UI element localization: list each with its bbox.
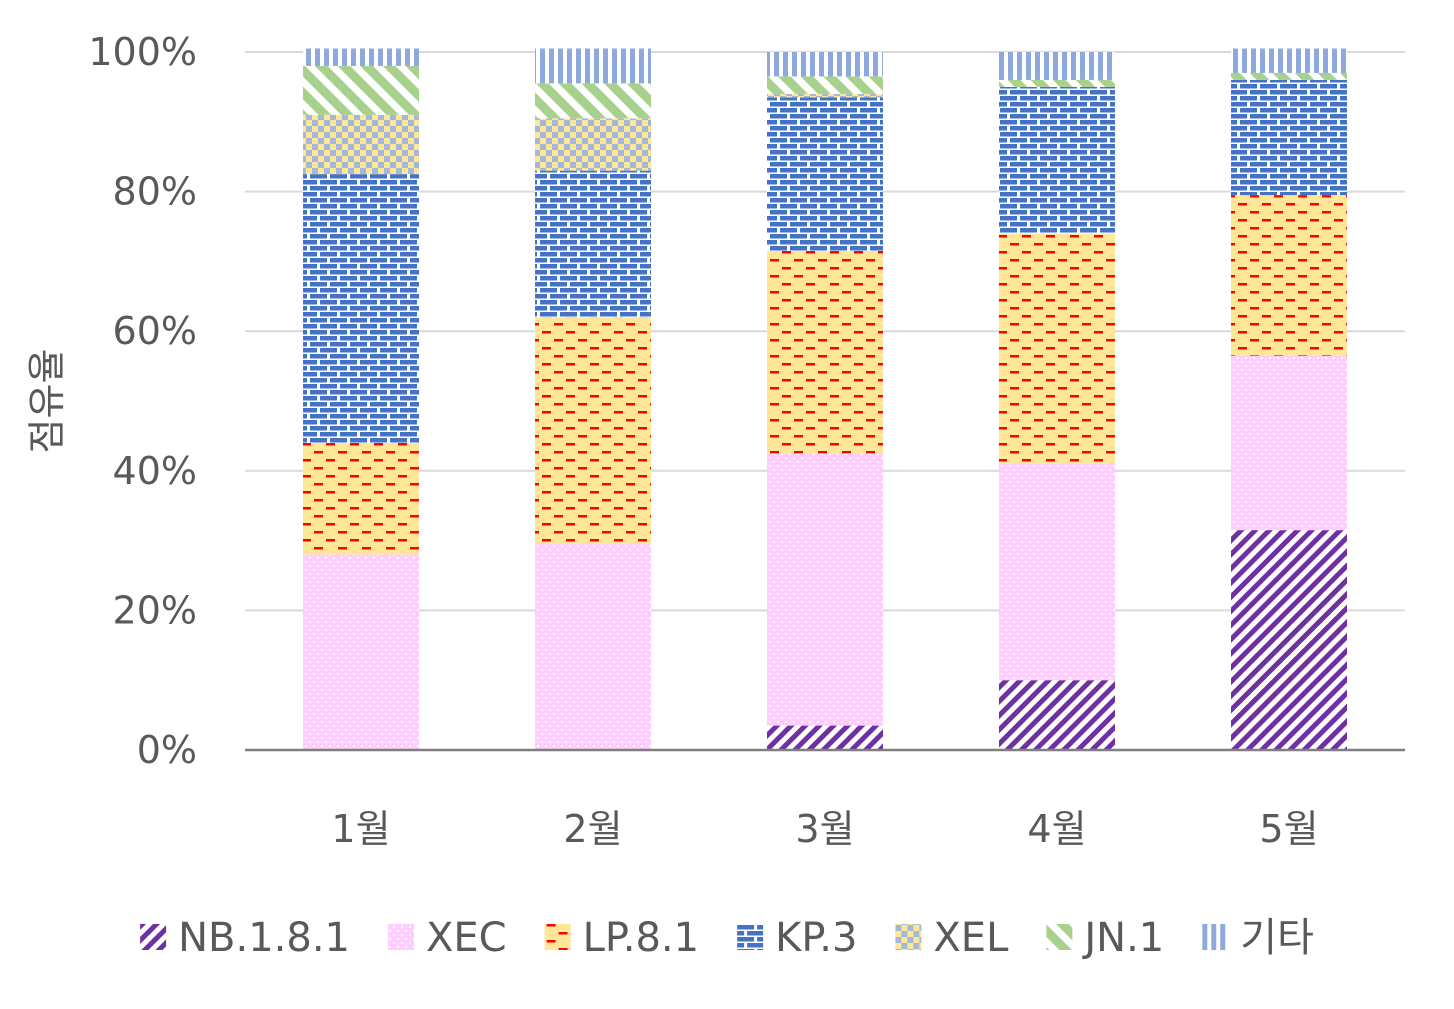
- legend-swatch: [544, 924, 571, 950]
- bar-segment---2: [535, 48, 651, 84]
- x-tick-label: 4월: [1027, 807, 1086, 851]
- bar-segment-nb-1-8-1-3: [767, 725, 883, 750]
- legend-item: NB.1.8.1: [140, 915, 350, 961]
- legend-label: JN.1: [1081, 915, 1164, 961]
- y-tick-label: 80%: [113, 170, 197, 214]
- bar-segment-lp-8-1-2: [535, 317, 651, 545]
- bar-segment-nb-1-8-1-4: [999, 680, 1115, 750]
- x-tick-label: 5월: [1259, 807, 1318, 851]
- legend-item: XEC: [387, 915, 507, 961]
- bar-segment-jn-1-4: [999, 79, 1115, 87]
- bar-segment-xec-3: [767, 453, 883, 726]
- legend-swatch: [387, 924, 414, 950]
- axes: 0% 20% 40% 60% 80% 100% 1월 2월 3월 4월 5월: [88, 30, 1405, 851]
- bar-segment-xec-4: [999, 463, 1115, 681]
- legend-swatch: [895, 924, 922, 950]
- y-tick-label: 60%: [113, 309, 197, 353]
- bar-segment-xel-2: [535, 118, 651, 171]
- legend-item: LP.8.1: [544, 915, 700, 961]
- legend-swatch: [140, 924, 167, 950]
- bar-segment---1: [303, 48, 419, 66]
- x-tick-label: 2월: [563, 807, 622, 851]
- legend-swatch: [1202, 924, 1229, 950]
- bar-segment-lp-8-1-4: [999, 233, 1115, 464]
- legend-label: LP.8.1: [583, 915, 700, 961]
- bar-segment-lp-8-1-5: [1231, 195, 1347, 356]
- bar-segment-xec-1: [303, 554, 419, 750]
- legend-item: 기타: [1202, 915, 1314, 961]
- legend-label: 기타: [1240, 915, 1314, 961]
- y-tick-label: 0%: [137, 728, 197, 772]
- legend-item: JN.1: [1046, 915, 1164, 961]
- bar-segment-kp-3-1: [303, 174, 419, 443]
- bar-segment-jn-1-5: [1231, 72, 1347, 80]
- bar-segment-xel-1: [303, 114, 419, 175]
- legend-item: XEL: [895, 915, 1009, 961]
- x-tick-label: 3월: [795, 807, 854, 851]
- legend-label: XEC: [426, 915, 507, 961]
- bar-segment-kp-3-2: [535, 170, 651, 318]
- legend-swatch: [1046, 924, 1073, 950]
- bar-segment-kp-3-4: [999, 86, 1115, 234]
- y-tick-label: 40%: [113, 449, 197, 493]
- bar-segment-lp-8-1-1: [303, 442, 419, 555]
- legend-label: KP.3: [775, 915, 857, 961]
- bar-segment---4: [999, 52, 1115, 80]
- bar-segment-lp-8-1-3: [767, 250, 883, 454]
- legend-swatch: [737, 924, 764, 950]
- bar-segment-jn-1-1: [303, 65, 419, 115]
- bar-segment-kp-3-5: [1231, 79, 1347, 196]
- bar-segment-kp-3-3: [767, 97, 883, 251]
- bar-segment-xel-3: [767, 93, 883, 98]
- y-tick-label: 100%: [88, 30, 197, 74]
- y-tick-label: 20%: [113, 588, 197, 632]
- bar-segment-nb-1-8-1-5: [1231, 530, 1347, 750]
- bar-segment-jn-1-3: [767, 76, 883, 94]
- legend-label: NB.1.8.1: [178, 915, 350, 961]
- bar-segment-xec-2: [535, 544, 651, 750]
- bar-segment-jn-1-2: [535, 83, 651, 119]
- legend-label: XEL: [933, 915, 1009, 961]
- bars: [303, 48, 1347, 750]
- bar-segment---5: [1231, 48, 1347, 73]
- x-tick-label: 1월: [331, 807, 390, 851]
- legend: NB.1.8.1 XEC LP.8.1 KP.3 XEL JN.1 기타: [140, 915, 1314, 961]
- y-axis-title: 점유율: [25, 349, 69, 454]
- bar-segment-xec-5: [1231, 355, 1347, 531]
- legend-item: KP.3: [737, 915, 857, 961]
- bar-segment---3: [767, 52, 883, 77]
